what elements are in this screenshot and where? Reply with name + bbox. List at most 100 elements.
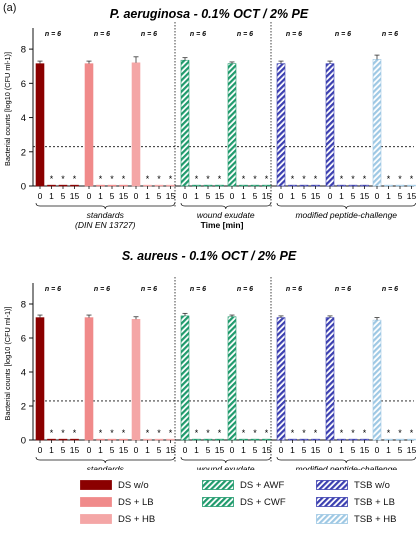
x-tick-label: 1 [290, 445, 295, 455]
x-tick-label: 1 [98, 445, 103, 455]
n-label: n = 6 [237, 286, 253, 293]
significance-marker: * [253, 174, 257, 184]
significance-marker: * [122, 428, 126, 438]
x-tick-label: 0 [134, 191, 139, 201]
chart-title: S. aureus - 0.1% OCT / 2% PE [122, 249, 297, 263]
x-tick-label: 0 [375, 191, 380, 201]
x-tick-label: 15 [262, 191, 272, 201]
x-tick-label: 15 [407, 191, 417, 201]
bar [154, 438, 164, 441]
x-tick-label: 15 [215, 191, 225, 201]
section-label: standards [87, 210, 125, 220]
legend-swatch [316, 480, 348, 490]
bar [250, 438, 260, 441]
bar [84, 317, 94, 441]
legend-label: DS + CWF [240, 496, 286, 508]
x-tick-label: 0 [87, 191, 92, 201]
bar [192, 438, 201, 441]
bar [180, 59, 190, 187]
x-tick-label: 5 [398, 445, 403, 455]
significance-marker: * [242, 428, 246, 438]
significance-marker: * [253, 428, 257, 438]
bar [203, 184, 213, 187]
x-tick-label: 15 [360, 191, 370, 201]
significance-marker: * [169, 428, 173, 438]
bar [299, 184, 309, 187]
significance-marker: * [110, 428, 114, 438]
significance-marker: * [410, 428, 414, 438]
bar [395, 184, 405, 187]
x-tick-label: 1 [339, 191, 344, 201]
legend-swatch-rect [202, 480, 234, 490]
significance-marker: * [99, 174, 103, 184]
significance-marker: * [206, 428, 210, 438]
legend-swatch [80, 514, 112, 524]
significance-marker: * [218, 428, 222, 438]
y-tick-label: 0 [21, 182, 26, 193]
legend-item: TSB w/o [316, 479, 390, 491]
legend-swatch [202, 497, 234, 507]
bar [143, 438, 152, 441]
section-brace [276, 202, 416, 210]
significance-marker: * [218, 174, 222, 184]
bar [119, 438, 128, 441]
section-label: wound exudate [197, 210, 255, 220]
legend-label: DS + HB [118, 513, 156, 525]
bar [372, 319, 382, 441]
significance-marker: * [302, 174, 306, 184]
section-label: (DIN EN 13727) [75, 220, 136, 230]
legend-swatch [80, 497, 112, 507]
bar [276, 317, 286, 441]
bar [215, 184, 224, 187]
x-tick-label: 15 [215, 445, 225, 455]
bar [47, 438, 56, 441]
bar [84, 63, 94, 187]
bar [180, 315, 190, 441]
section-brace [180, 456, 271, 464]
section-label: standards [87, 464, 125, 470]
n-label: n = 6 [45, 31, 61, 38]
bar [70, 184, 79, 187]
x-tick-label: 1 [145, 191, 150, 201]
x-tick-label: 1 [339, 445, 344, 455]
bar [407, 184, 416, 187]
y-tick-label: 8 [21, 45, 26, 56]
x-tick-label: 15 [70, 445, 80, 455]
x-tick-label: 1 [49, 191, 54, 201]
legend-label: TSB + LB [354, 496, 395, 508]
bar [384, 438, 393, 441]
significance-marker: * [110, 174, 114, 184]
bar [337, 438, 346, 441]
legend-label: DS + LB [118, 496, 154, 508]
x-tick-label: 1 [98, 191, 103, 201]
chart-s-aureus: S. aureus - 0.1% OCT / 2% PE 0 2 4 6 8 Bacteri… [3, 249, 416, 470]
y-axis-label: Bacterial counts [log10 (CFU ml-1)] [3, 307, 12, 421]
x-tick-label: 0 [38, 191, 43, 201]
x-tick-label: 0 [328, 191, 333, 201]
section-brace [276, 456, 416, 464]
legend-item: DS + CWF [202, 496, 286, 508]
bar [227, 63, 237, 187]
x-tick-label: 0 [87, 445, 92, 455]
legend-swatch-rect [80, 497, 112, 507]
significance-marker: * [314, 428, 318, 438]
bar [166, 438, 175, 441]
bar [131, 62, 141, 187]
bar [325, 317, 335, 441]
significance-marker: * [351, 174, 355, 184]
x-tick-label: 1 [386, 445, 391, 455]
bar [107, 184, 117, 187]
bar [348, 184, 358, 187]
section-brace [35, 202, 175, 210]
significance-marker: * [50, 174, 54, 184]
x-tick-label: 5 [351, 445, 356, 455]
significance-marker: * [146, 174, 150, 184]
bar [239, 438, 248, 441]
legend-swatch [316, 497, 348, 507]
bar [96, 438, 105, 441]
bar [215, 438, 224, 441]
legend-item: TSB + LB [316, 496, 395, 508]
bar [58, 184, 68, 187]
x-tick-label: 0 [183, 445, 188, 455]
x-tick-label: 0 [279, 445, 284, 455]
